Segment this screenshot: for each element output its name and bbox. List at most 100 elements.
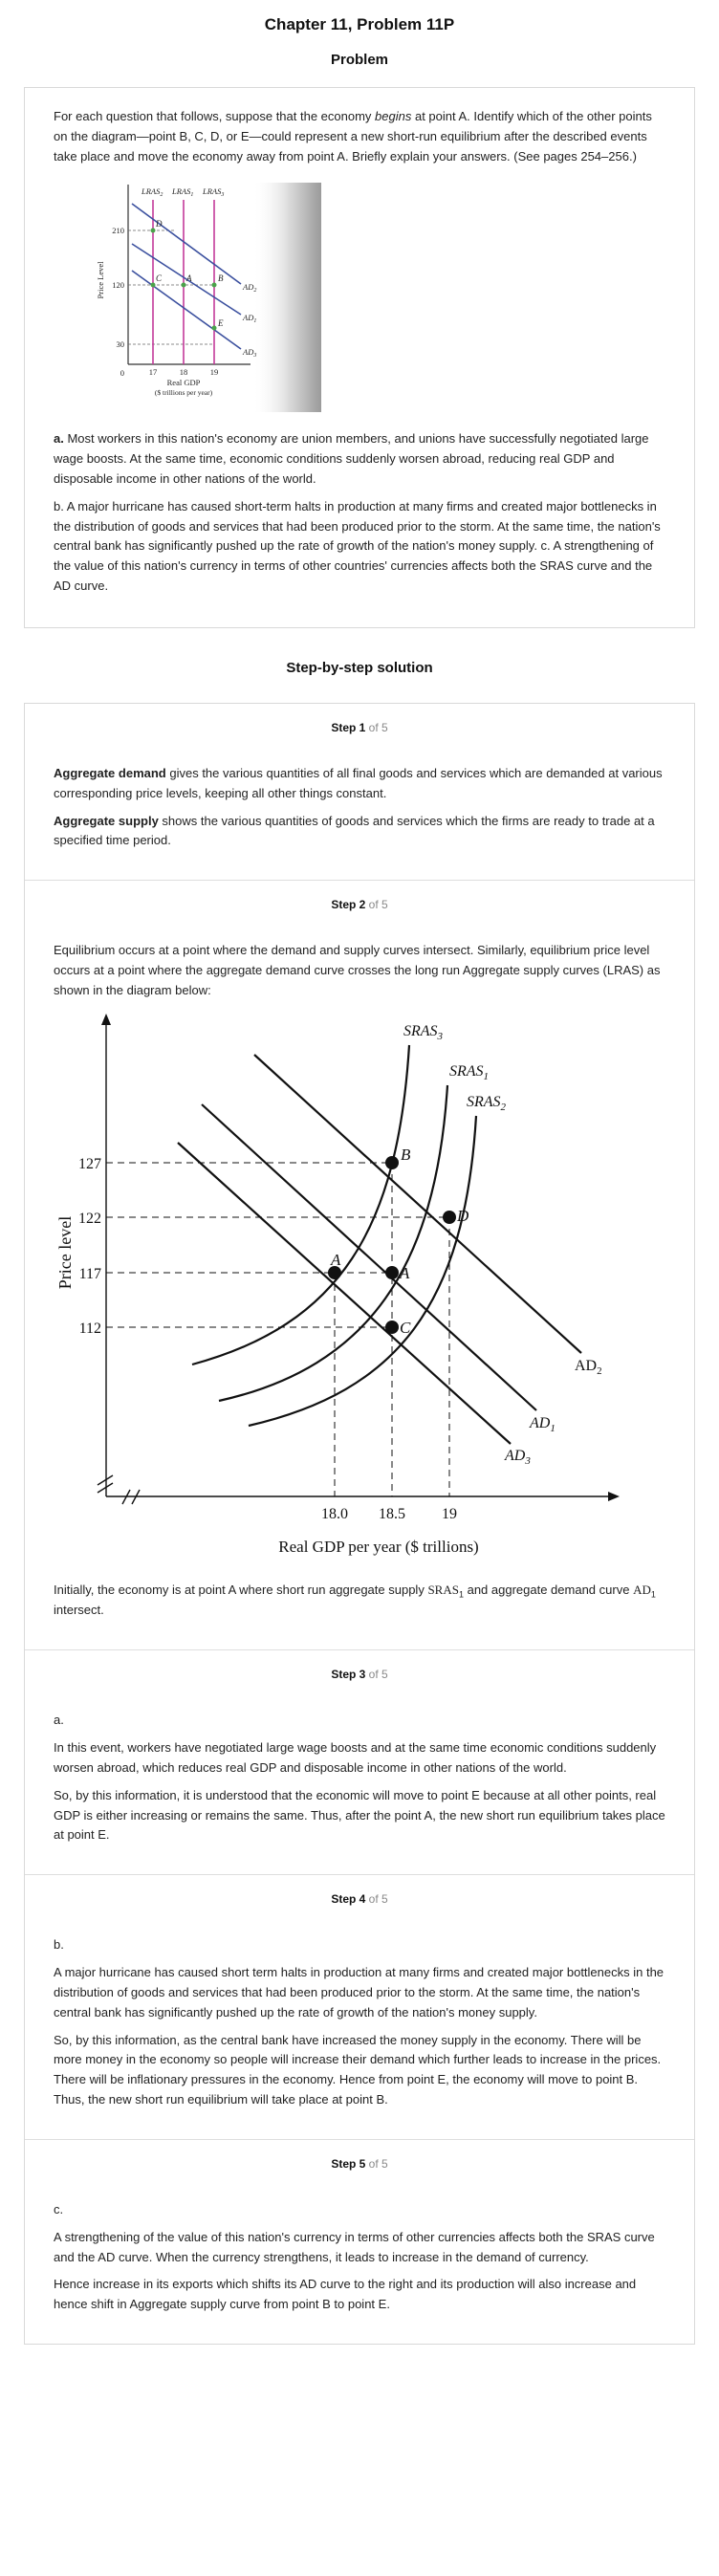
- step-5-part: c.: [54, 2202, 64, 2216]
- small-y-axis-label: Price Level: [96, 260, 105, 298]
- y-axis-break-1: [97, 1474, 114, 1486]
- big-y-axis-label: Price level: [55, 1215, 75, 1288]
- step-5-para-2: Hence increase in its exports which shif…: [54, 2277, 637, 2312]
- ad-2-label: AD2: [575, 1358, 602, 1377]
- problem-part-a: a. Most workers in this nation's economy…: [54, 431, 649, 486]
- eq-point-c: [385, 1320, 399, 1334]
- step-2-para-2: Initially, the economy is at point A whe…: [54, 1582, 656, 1618]
- step-4-para-1: A major hurricane has caused short term …: [54, 1965, 665, 2019]
- big-ytick-112: 112: [79, 1321, 101, 1337]
- step-1-header: Step 1 of 5: [331, 720, 388, 734]
- sras-2-curve: [248, 1115, 478, 1427]
- chapter-title: Chapter 11, Problem 11P: [264, 15, 455, 33]
- eq-point-a: [385, 1265, 399, 1279]
- sras-1-curve: [218, 1084, 449, 1402]
- solution-card: Step 1 of 5 Aggregate demand gives the v…: [24, 702, 695, 2345]
- eq-point-a-left: [328, 1265, 341, 1279]
- sras-3-curve: [191, 1044, 411, 1365]
- ad-3-curve: [131, 269, 242, 350]
- step-1: Step 1 of 5 Aggregate demand gives the v…: [25, 704, 694, 880]
- ad-2-label: AD2: [242, 282, 256, 294]
- equilibrium-diagram: B D A A C SRAS3 SRAS1 SRAS2 AD2: [54, 1009, 665, 1575]
- point-c-dot: [150, 282, 156, 288]
- step-2: Step 2 of 5 Equilibrium occurs at a poin…: [25, 880, 694, 1649]
- big-y-arrow: [101, 1013, 111, 1025]
- big-x-arrow: [608, 1491, 620, 1501]
- x-axis-break-1: [121, 1489, 131, 1505]
- sras-1-label: SRAS1: [449, 1063, 489, 1082]
- point-d-label: D: [155, 219, 163, 229]
- ad-3-label: AD3: [242, 347, 256, 359]
- ad-1-line: [201, 1102, 537, 1411]
- small-xtick-18: 18: [180, 367, 188, 377]
- small-x-axis-unit: ($ trillions per year): [155, 388, 213, 397]
- y-axis-break-2: [97, 1482, 114, 1494]
- problem-heading: Problem: [330, 52, 388, 69]
- problem-card: For each question that follows, suppose …: [24, 87, 695, 628]
- big-xtick-19: 19: [442, 1506, 457, 1522]
- small-x-axis-label: Real GDP: [167, 378, 201, 387]
- eq-point-a-label: A: [399, 1264, 410, 1282]
- step-2-para-1: Equilibrium occurs at a point where the …: [54, 943, 661, 997]
- ad-2-line: [253, 1053, 582, 1354]
- step-5-para-1: A strengthening of the value of this nat…: [54, 2229, 655, 2264]
- step-5-header: Step 5 of 5: [331, 2156, 388, 2171]
- small-origin: 0: [120, 368, 124, 378]
- step-2-header: Step 2 of 5: [331, 898, 388, 912]
- eq-point-d: [443, 1210, 456, 1224]
- problem-part-b: b. A major hurricane has caused short-te…: [54, 498, 661, 593]
- eq-point-d-label: D: [456, 1207, 469, 1225]
- eq-point-c-label: C: [400, 1319, 411, 1337]
- x-axis-break-2: [131, 1489, 141, 1505]
- equilibrium-diagram-svg: B D A A C SRAS3 SRAS1 SRAS2 AD2: [55, 1013, 620, 1556]
- small-xtick-19: 19: [210, 367, 219, 377]
- eq-point-b-label: B: [401, 1146, 411, 1164]
- ad-1-curve: [131, 242, 242, 316]
- ad-3-line: [177, 1141, 512, 1445]
- point-b-dot: [211, 282, 217, 288]
- big-xtick-18-0: 18.0: [321, 1506, 348, 1522]
- step-5: Step 5 of 5 c. A strengthening of the va…: [25, 2138, 694, 2344]
- problem-intro: For each question that follows, suppose …: [54, 109, 652, 164]
- small-xtick-17: 17: [149, 367, 158, 377]
- ad-3-label: AD3: [504, 1448, 531, 1467]
- step-3-para-2: So, by this information, it is understoo…: [54, 1787, 665, 1843]
- big-ytick-122: 122: [78, 1211, 101, 1227]
- ad-1-label: AD1: [529, 1415, 556, 1434]
- solution-heading: Step-by-step solution: [286, 659, 433, 676]
- step-3-para-1: In this event, workers have negotiated l…: [54, 1740, 657, 1776]
- problem-diagram: D C A B E LRAS2 LRAS1 LRAS3 AD2 AD1 AD3: [61, 175, 665, 421]
- point-a-dot: [181, 282, 186, 288]
- big-ytick-127: 127: [78, 1156, 101, 1172]
- lras-1-label: LRAS1: [171, 186, 193, 198]
- lras-2-label: LRAS2: [141, 186, 163, 198]
- sras-3-label: SRAS3: [403, 1023, 444, 1042]
- step-3-header: Step 3 of 5: [331, 1668, 388, 1682]
- step-3-part: a.: [54, 1713, 64, 1728]
- point-e-label: E: [217, 318, 224, 328]
- problem-diagram-svg: D C A B E LRAS2 LRAS1 LRAS3 AD2 AD1 AD3: [96, 182, 321, 412]
- point-c-label: C: [156, 273, 163, 283]
- point-e-dot: [211, 325, 217, 331]
- scan-shadow: [252, 182, 321, 412]
- step-1-para-1: Aggregate demand gives the various quant…: [54, 765, 663, 800]
- step-1-para-2: Aggregate supply shows the various quant…: [54, 813, 655, 848]
- point-b-label: B: [218, 273, 224, 283]
- lras-3-label: LRAS3: [202, 186, 224, 198]
- step-4-para-2: So, by this information, as the central …: [54, 2032, 662, 2107]
- point-d-dot: [150, 228, 156, 233]
- sras-2-label: SRAS2: [467, 1094, 507, 1113]
- point-a-label: A: [185, 273, 192, 283]
- step-4-part: b.: [54, 1937, 64, 1953]
- small-ytick-30: 30: [117, 339, 125, 349]
- eq-point-a-left-label: A: [330, 1251, 341, 1269]
- big-xtick-18-5: 18.5: [379, 1506, 405, 1522]
- small-ytick-210: 210: [112, 226, 124, 235]
- big-x-axis-label: Real GDP per year ($ trillions): [278, 1538, 478, 1556]
- small-ytick-120: 120: [112, 280, 124, 290]
- step-4-header: Step 4 of 5: [331, 1892, 388, 1907]
- big-ytick-117: 117: [79, 1266, 101, 1282]
- step-4: Step 4 of 5 b. A major hurricane has cau…: [25, 1874, 694, 2139]
- eq-point-b: [385, 1155, 399, 1169]
- ad-1-label: AD1: [242, 313, 256, 324]
